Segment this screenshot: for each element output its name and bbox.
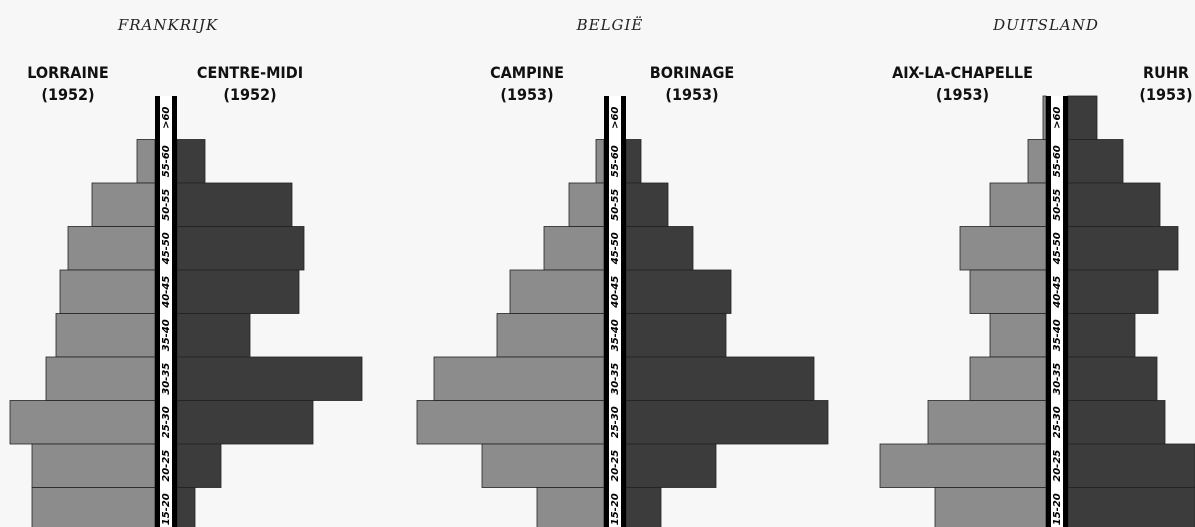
bar bbox=[176, 269, 300, 314]
bar bbox=[176, 182, 293, 227]
age-label: >60 bbox=[161, 107, 172, 129]
bar bbox=[136, 139, 156, 184]
age-label: 40-45 bbox=[1052, 276, 1063, 309]
bar bbox=[625, 400, 829, 445]
bar bbox=[55, 313, 156, 358]
bar bbox=[625, 182, 669, 227]
bar bbox=[176, 400, 314, 445]
age-label: 30-35 bbox=[1052, 363, 1063, 395]
age-label: 55-60 bbox=[1052, 145, 1063, 177]
age-label: 40-45 bbox=[161, 276, 172, 309]
age-label: 30-35 bbox=[161, 363, 172, 395]
bar bbox=[91, 182, 156, 227]
bar bbox=[927, 400, 1047, 445]
bar bbox=[1027, 139, 1047, 184]
bar bbox=[1067, 443, 1195, 488]
age-label: 25-30 bbox=[1052, 406, 1063, 438]
age-label: >60 bbox=[1052, 107, 1063, 129]
series-label: CENTRE-MIDI (1952) bbox=[196, 63, 304, 104]
age-label: 15-20 bbox=[1052, 493, 1063, 525]
bar bbox=[536, 487, 605, 527]
bar bbox=[989, 313, 1047, 358]
bar bbox=[625, 356, 815, 401]
bar bbox=[969, 356, 1047, 401]
age-label: 45-50 bbox=[161, 232, 172, 265]
bar bbox=[9, 400, 156, 445]
bar bbox=[934, 487, 1047, 527]
bar bbox=[543, 226, 605, 271]
bar bbox=[31, 443, 156, 488]
bar bbox=[625, 487, 662, 527]
bar bbox=[568, 182, 605, 227]
axis-inner bbox=[160, 96, 172, 527]
age-label: 35-40 bbox=[161, 319, 172, 351]
bar bbox=[625, 269, 732, 314]
bar bbox=[879, 443, 1047, 488]
chart-title: BELGIË bbox=[576, 16, 644, 34]
bar bbox=[481, 443, 605, 488]
series-label: BORINAGE (1953) bbox=[649, 63, 735, 104]
age-label: 50-55 bbox=[1052, 189, 1063, 221]
bar bbox=[1067, 226, 1179, 271]
age-label: 40-45 bbox=[610, 276, 621, 309]
axis-inner bbox=[609, 96, 621, 527]
bar bbox=[1067, 182, 1161, 227]
age-label: 55-60 bbox=[610, 145, 621, 177]
bar bbox=[625, 226, 694, 271]
bar bbox=[959, 226, 1047, 271]
bar bbox=[416, 400, 605, 445]
age-label: 25-30 bbox=[610, 406, 621, 438]
age-label: 45-50 bbox=[1052, 232, 1063, 265]
bar bbox=[176, 139, 206, 184]
bar bbox=[176, 443, 222, 488]
bar bbox=[45, 356, 156, 401]
bar bbox=[1067, 313, 1136, 358]
bar bbox=[509, 269, 605, 314]
age-label: >60 bbox=[610, 107, 621, 129]
age-label: 45-50 bbox=[610, 232, 621, 265]
series-label: AIX-LA-CHAPELLE (1953) bbox=[892, 63, 1033, 104]
chart-title: DUITSLAND bbox=[992, 16, 1099, 34]
bar bbox=[1067, 400, 1166, 445]
bar bbox=[1067, 487, 1195, 527]
bar bbox=[176, 313, 251, 358]
age-label: 30-35 bbox=[610, 363, 621, 395]
age-label: 35-40 bbox=[610, 319, 621, 351]
series-label: LORRAINE (1952) bbox=[27, 63, 109, 104]
age-label: 15-20 bbox=[161, 493, 172, 525]
bar bbox=[433, 356, 605, 401]
bar bbox=[59, 269, 156, 314]
bar bbox=[989, 182, 1047, 227]
age-label: 50-55 bbox=[610, 189, 621, 221]
bar bbox=[1067, 139, 1124, 184]
bar bbox=[1067, 356, 1158, 401]
bar bbox=[1067, 269, 1159, 314]
age-label: 50-55 bbox=[161, 189, 172, 221]
chart-title: FRANKRIJK bbox=[117, 16, 218, 34]
bar bbox=[625, 443, 717, 488]
bar bbox=[67, 226, 156, 271]
bar bbox=[31, 487, 156, 527]
bar bbox=[625, 139, 642, 184]
bar bbox=[969, 269, 1047, 314]
bar bbox=[595, 139, 605, 184]
axis-inner bbox=[1051, 96, 1063, 527]
bar bbox=[496, 313, 605, 358]
age-label: 20-25 bbox=[1052, 450, 1063, 482]
age-label: 25-30 bbox=[161, 406, 172, 438]
bar bbox=[625, 313, 727, 358]
bar bbox=[1067, 95, 1098, 140]
age-label: 15-20 bbox=[610, 493, 621, 525]
age-label: 20-25 bbox=[610, 450, 621, 482]
bar bbox=[176, 356, 363, 401]
series-label: RUHR (1953) bbox=[1139, 63, 1193, 104]
age-label: 55-60 bbox=[161, 145, 172, 177]
age-label: 35-40 bbox=[1052, 319, 1063, 351]
bar bbox=[176, 487, 196, 527]
age-label: 20-25 bbox=[161, 450, 172, 482]
bar bbox=[176, 226, 305, 271]
series-label: CAMPINE (1953) bbox=[490, 63, 564, 104]
